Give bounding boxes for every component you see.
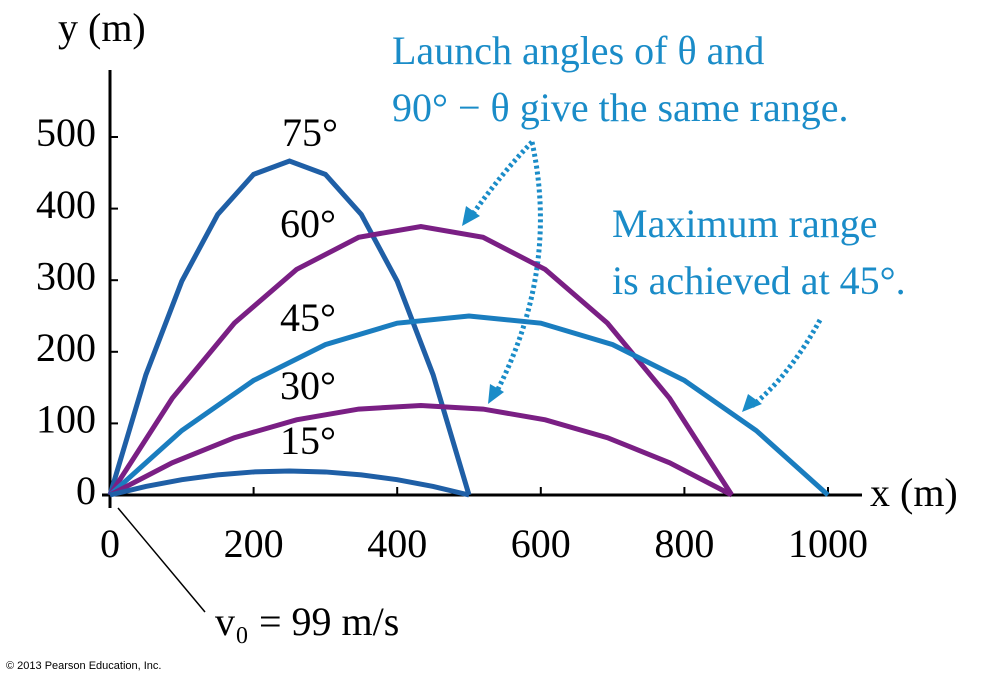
y-tick-label: 300 xyxy=(36,253,96,298)
annotation: Launch angles of θ and xyxy=(392,28,764,73)
trajectory xyxy=(109,468,470,498)
x-tick-label: 0 xyxy=(100,521,120,566)
y-tick-label: 0 xyxy=(76,468,96,513)
trajectory xyxy=(107,158,472,496)
y-tick-label: 100 xyxy=(36,397,96,442)
arrow xyxy=(467,140,534,220)
series-label: 60° xyxy=(280,201,336,246)
x-tick-label: 800 xyxy=(654,521,714,566)
y-axis-label: y (m) xyxy=(58,5,146,50)
annotation: Maximum range xyxy=(612,201,878,246)
pointer-line xyxy=(117,507,206,613)
x-tick-label: 400 xyxy=(367,521,427,566)
arrowheads xyxy=(462,206,762,412)
arrowhead xyxy=(488,384,504,404)
copyright: © 2013 Pearson Education, Inc. xyxy=(6,660,161,672)
x-axis-label: x (m) xyxy=(870,470,958,515)
arrow xyxy=(750,318,823,408)
trajectory xyxy=(107,223,734,497)
annotation: v₀ = 99 m/s xyxy=(215,599,399,644)
annotation: 90° − θ give the same range. xyxy=(392,85,848,130)
arrowhead xyxy=(462,206,480,226)
series-label: 15° xyxy=(280,418,336,463)
arrowhead xyxy=(742,394,762,412)
arrow xyxy=(492,141,543,397)
y-tick-label: 200 xyxy=(36,325,96,370)
y-tick-label: 500 xyxy=(36,110,96,155)
x-tick-label: 1000 xyxy=(788,521,868,566)
series-label: 75° xyxy=(282,110,338,155)
x-tick-label: 200 xyxy=(224,521,284,566)
series-label: 45° xyxy=(280,295,336,340)
trajectory xyxy=(108,313,830,497)
y-tick-label: 400 xyxy=(36,182,96,227)
series-label: 30° xyxy=(280,363,336,408)
arrows xyxy=(467,140,823,408)
trajectory xyxy=(108,402,733,498)
annotation: is achieved at 45°. xyxy=(612,258,906,303)
x-tick-label: 600 xyxy=(511,521,571,566)
